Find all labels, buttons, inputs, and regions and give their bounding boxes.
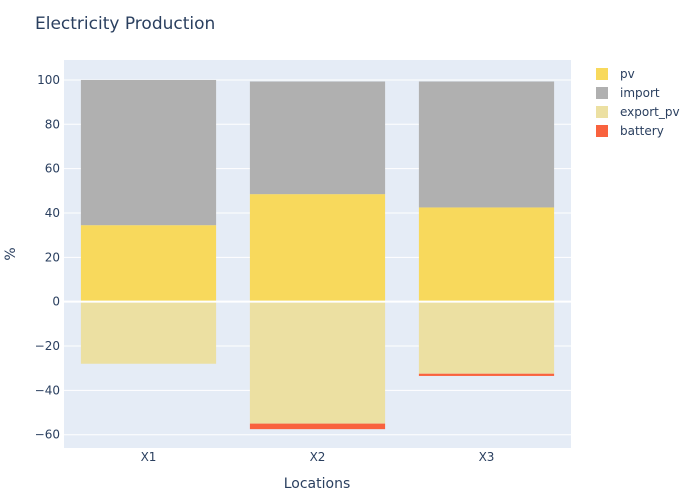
bar-pv-X2[interactable] (249, 194, 386, 302)
y-tick-label: −60 (35, 428, 60, 442)
legend-swatch-import[interactable] (596, 87, 608, 99)
bar-export_pv-X3[interactable] (418, 301, 555, 374)
bar-pv-X3[interactable] (418, 207, 555, 302)
bar-battery-X3[interactable] (418, 373, 555, 376)
legend-label-pv[interactable]: pv (620, 67, 635, 81)
bar-import-X1[interactable] (80, 79, 217, 226)
bar-battery-X2[interactable] (249, 423, 386, 430)
bars (80, 79, 555, 430)
legend-swatch-pv[interactable] (596, 68, 608, 80)
y-tick-label: −40 (35, 383, 60, 397)
bar-import-X2[interactable] (249, 81, 386, 195)
y-tick-label: 0 (52, 295, 60, 309)
y-axis-title: % (3, 247, 19, 260)
y-tick-label: 40 (45, 206, 60, 220)
legend-label-export_pv[interactable]: export_pv (620, 105, 680, 119)
bar-export_pv-X2[interactable] (249, 301, 386, 424)
legend-swatch-battery[interactable] (596, 125, 608, 137)
legend-label-battery[interactable]: battery (620, 124, 664, 138)
y-tick-label: 80 (45, 117, 60, 131)
y-tick-label: 20 (45, 250, 60, 264)
y-axis-ticks: 100 80 60 40 20 0 −20 −40 −60 (35, 73, 60, 442)
x-axis-ticks: X1 X2 X3 (141, 450, 495, 464)
y-tick-label: −20 (35, 339, 60, 353)
y-tick-label: 100 (37, 73, 60, 87)
x-tick-label: X2 (310, 450, 326, 464)
bar-pv-X1[interactable] (80, 225, 217, 302)
bar-import-X3[interactable] (418, 81, 555, 208)
chart-title: Electricity Production (35, 14, 215, 34)
x-axis-title: Locations (284, 476, 351, 492)
y-tick-label: 60 (45, 162, 60, 176)
x-tick-label: X1 (141, 450, 157, 464)
bar-export_pv-X1[interactable] (80, 301, 217, 364)
legend-swatch-export_pv[interactable] (596, 106, 608, 118)
legend-label-import[interactable]: import (620, 86, 660, 100)
x-tick-label: X3 (479, 450, 495, 464)
